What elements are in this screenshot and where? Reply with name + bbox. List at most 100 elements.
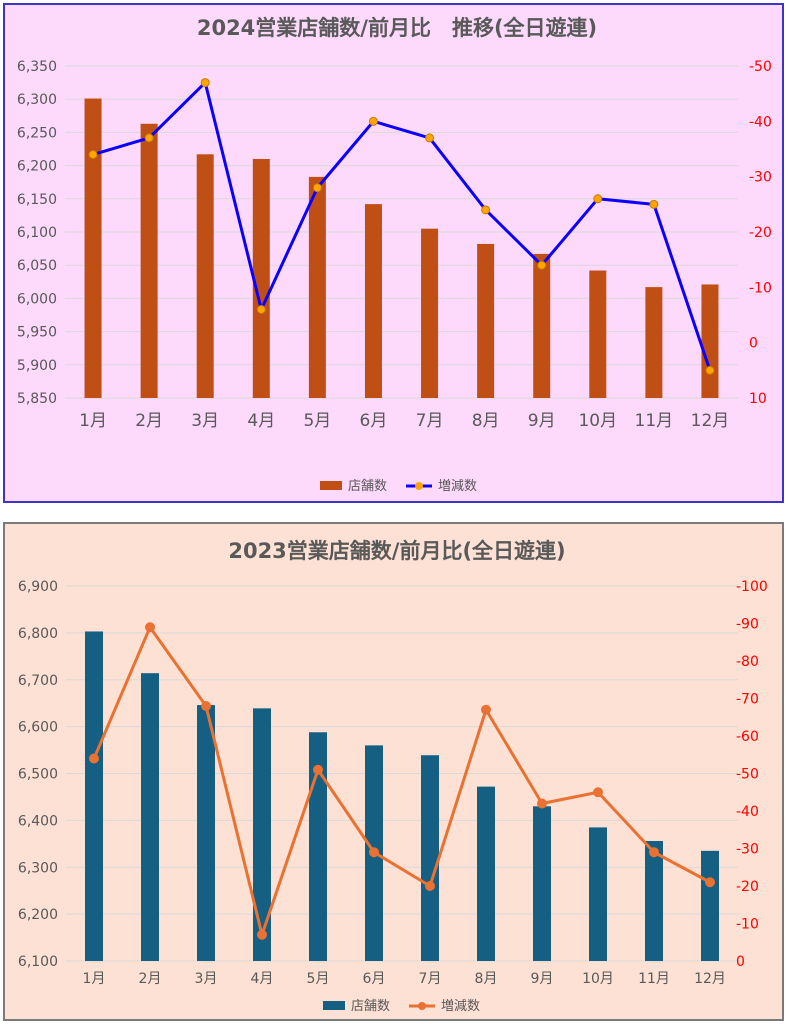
x-tick-label: 11月 xyxy=(638,971,670,987)
y-left-tick-label: 5,950 xyxy=(17,325,57,341)
y-right-tick-label: 0 xyxy=(736,954,745,970)
line-point-2023-8 xyxy=(481,704,491,715)
bar-2023-7 xyxy=(421,755,439,961)
legend-label-line: 増減数 xyxy=(441,998,480,1014)
x-tick-label: 3月 xyxy=(195,971,218,987)
x-tick-label: 4月 xyxy=(247,411,275,431)
x-tick-label: 1月 xyxy=(79,411,107,431)
bar-2024-9 xyxy=(533,253,551,398)
bar-2024-4 xyxy=(252,158,270,398)
y-right-tick-label: -10 xyxy=(749,280,772,296)
bar-2023-11 xyxy=(645,841,663,961)
line-point-2024-5 xyxy=(312,183,322,193)
bar-2024-7 xyxy=(421,228,439,398)
y-left-tick-label: 6,500 xyxy=(18,767,58,783)
y-right-tick-label: -50 xyxy=(736,767,759,783)
y-left-tick-label: 5,900 xyxy=(17,358,57,374)
line-point-2023-2 xyxy=(145,622,155,633)
series-line-2023 xyxy=(92,625,711,937)
chart-2024: 2024営業店舗数/前月比 推移(全日遊連) 5,850 5,900 5,950 6,0… xyxy=(17,16,772,494)
x-tick-label: 9月 xyxy=(528,411,556,431)
y-left-tick-label: 6,100 xyxy=(17,225,57,241)
bar-2023-9 xyxy=(533,806,551,961)
y-right-tick-label: -40 xyxy=(736,804,759,820)
x-tick-label: 9月 xyxy=(531,971,554,987)
chart-2023: 2023営業店舗数/前月比(全日遊連) 6,100 6,200 6,300 6,400 6… xyxy=(18,539,768,1014)
y-left-tick-label: 6,050 xyxy=(17,258,57,274)
bar-2024-8 xyxy=(477,243,495,398)
line-point-2024-1 xyxy=(88,150,98,160)
bar-2023-3 xyxy=(197,705,215,961)
y-right-tick-label: -20 xyxy=(749,225,772,241)
line-point-2023-6 xyxy=(369,847,379,858)
line-point-2024-8 xyxy=(481,205,491,215)
line-point-2024-7 xyxy=(425,133,435,143)
legend-swatch-marker xyxy=(418,1002,426,1010)
bar-2024-5 xyxy=(308,176,326,398)
line-point-2023-12 xyxy=(705,877,715,888)
y-right-tick-label: 10 xyxy=(749,391,767,407)
bar-2024-2 xyxy=(140,123,158,398)
line-point-2023-1 xyxy=(89,753,99,764)
legend-swatch-marker xyxy=(415,482,423,490)
x-tick-label: 6月 xyxy=(360,411,388,431)
bar-2024-6 xyxy=(364,204,382,398)
x-tick-label: 1月 xyxy=(83,971,106,987)
chart-2023-panel: 2023営業店舗数/前月比(全日遊連) 6,100 6,200 6,300 6,400 6… xyxy=(3,522,784,1021)
line-point-2023-3 xyxy=(201,701,211,711)
x-tick-label: 6月 xyxy=(363,971,386,987)
line-point-2023-10 xyxy=(593,787,603,798)
legend-swatch-bar xyxy=(323,1001,345,1010)
y-left-tick-label: 6,700 xyxy=(18,673,58,689)
x-tick-label: 4月 xyxy=(251,971,274,987)
y-right-tick-label: -30 xyxy=(736,842,759,858)
line-point-2024-11 xyxy=(649,199,659,209)
line-point-2023-7 xyxy=(425,881,435,891)
bar-2023-2 xyxy=(141,673,159,961)
line-point-2024-6 xyxy=(368,116,378,126)
line-point-2024-9 xyxy=(537,260,547,270)
x-tick-label: 3月 xyxy=(191,411,219,431)
legend-swatch-bar xyxy=(320,481,342,490)
bar-2023-12 xyxy=(701,850,719,961)
x-tick-label: 5月 xyxy=(303,411,331,431)
y-left-tick-label: 6,200 xyxy=(17,159,57,175)
chart-2024-panel: 2024営業店舗数/前月比 推移(全日遊連) 5,850 5,900 5,950 6,0… xyxy=(3,3,784,503)
bar-2024-10 xyxy=(589,270,607,398)
y-right-tick-label: -20 xyxy=(736,879,759,895)
y-right-tick-label: -90 xyxy=(736,617,759,633)
y-left-tick-label: 6,800 xyxy=(18,626,58,642)
x-tick-label: 11月 xyxy=(635,411,674,431)
y-right-tick-label: -10 xyxy=(736,917,759,933)
y-left-tick-label: 6,150 xyxy=(17,192,57,208)
y-right-tick-label: -50 xyxy=(749,59,772,75)
x-tick-label: 10月 xyxy=(578,411,617,431)
bar-2024-1 xyxy=(84,98,102,398)
y-left-tick-label: 6,400 xyxy=(18,813,58,829)
line-point-2023-4 xyxy=(257,929,267,940)
x-tick-label: 7月 xyxy=(416,411,444,431)
x-tick-label: 12月 xyxy=(694,971,726,987)
y-right-tick-label: -40 xyxy=(749,114,772,130)
y-left-tick-label: 6,350 xyxy=(17,59,57,75)
line-point-2024-4 xyxy=(256,304,266,314)
bar-2024-11 xyxy=(645,287,663,398)
line-point-2024-2 xyxy=(144,133,154,143)
legend-label-bar: 店舗数 xyxy=(348,479,387,494)
y-right-tick-label: -70 xyxy=(736,692,759,708)
y-left-tick-label: 6,300 xyxy=(18,860,58,876)
bar-2023-4 xyxy=(253,708,271,961)
legend-label-line: 増減数 xyxy=(438,478,477,494)
series-line-2024 xyxy=(92,81,712,371)
legend-label-bar: 店舗数 xyxy=(351,999,390,1014)
bar-2024-3 xyxy=(196,154,214,398)
x-tick-label: 10月 xyxy=(582,971,614,987)
chart-title: 2023営業店舗数/前月比(全日遊連) xyxy=(228,539,565,563)
y-left-tick-label: 6,600 xyxy=(18,720,58,736)
line-point-2024-12 xyxy=(705,365,715,375)
y-right-tick-label: -80 xyxy=(736,654,759,670)
y-left-tick-label: 5,850 xyxy=(17,391,57,407)
y-left-tick-label: 6,250 xyxy=(17,125,57,141)
x-tick-label: 7月 xyxy=(419,971,442,987)
x-tick-label: 8月 xyxy=(475,971,498,987)
